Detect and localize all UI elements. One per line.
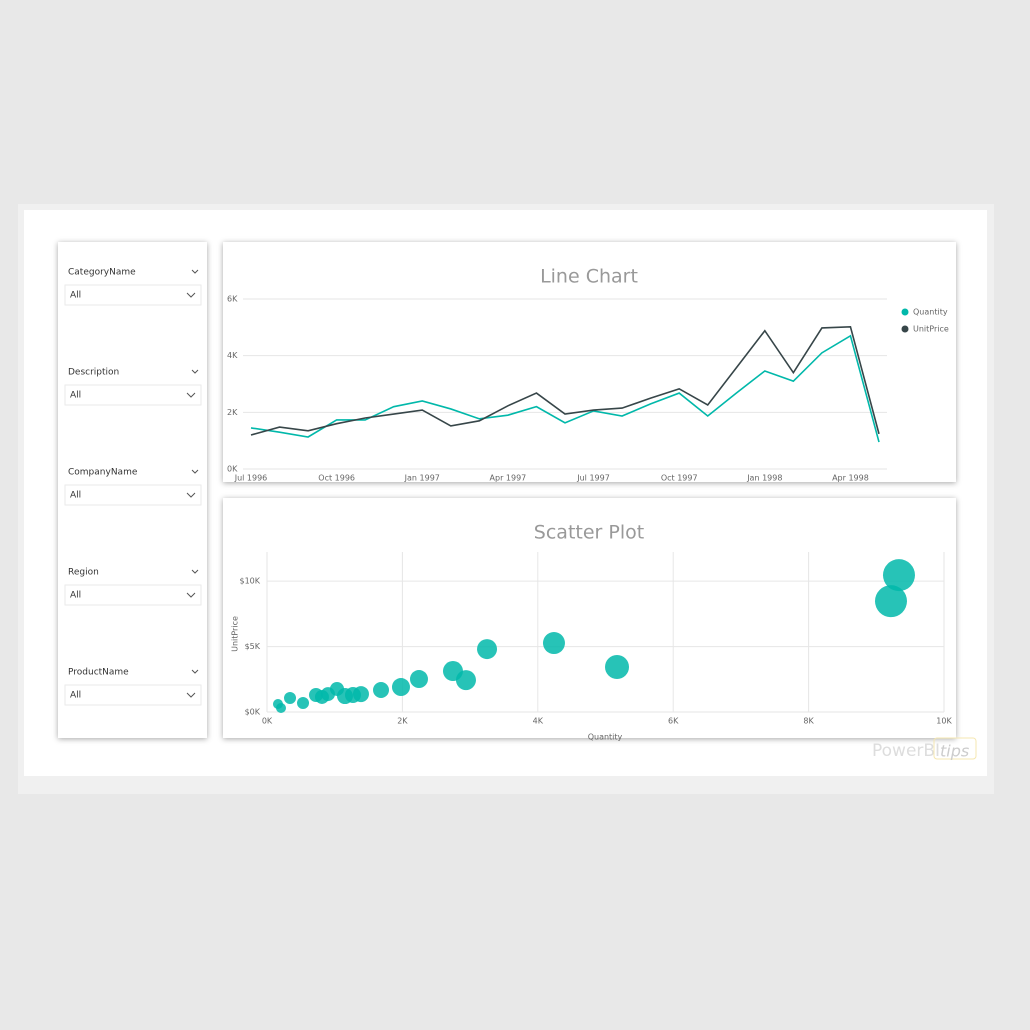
x-tick-label: Jan 1998 bbox=[746, 474, 782, 483]
chevron bbox=[191, 569, 199, 574]
chevron bbox=[186, 392, 196, 398]
bubble bbox=[874, 585, 907, 618]
x-tick-label: Oct 1996 bbox=[318, 474, 355, 483]
legend-label: UnitPrice bbox=[913, 325, 949, 334]
bubble bbox=[391, 678, 410, 697]
legend-marker bbox=[901, 325, 909, 333]
slicer-dropdown[interactable] bbox=[64, 484, 202, 506]
chevron bbox=[186, 592, 196, 598]
bubble bbox=[352, 686, 369, 703]
chevron bbox=[186, 292, 196, 298]
y-tick-label: $0K bbox=[245, 708, 261, 717]
x-tick-label: Apr 1998 bbox=[832, 474, 869, 483]
bubble bbox=[605, 654, 630, 679]
chevron bbox=[191, 369, 199, 374]
x-tick-label: 4K bbox=[533, 717, 544, 726]
y-tick-label: 2K bbox=[227, 408, 238, 417]
bubble bbox=[882, 559, 915, 592]
x-tick-label: 10K bbox=[936, 717, 952, 726]
legend-marker bbox=[901, 308, 909, 316]
slicer-selection: All bbox=[70, 491, 81, 501]
y-tick-label: 0K bbox=[227, 465, 238, 474]
x-tick-label: Jul 1996 bbox=[234, 474, 268, 483]
x-tick-label: 6K bbox=[668, 717, 679, 726]
x-axis-label: Quantity bbox=[588, 733, 623, 742]
bubble bbox=[409, 670, 428, 689]
bubble bbox=[276, 703, 287, 714]
legend-label: Quantity bbox=[913, 308, 948, 317]
bubble bbox=[373, 682, 390, 699]
watermark-brand: PowerBI bbox=[872, 741, 940, 761]
line-series bbox=[250, 325, 880, 436]
x-tick-label: Apr 1997 bbox=[490, 474, 527, 483]
slicer-dropdown[interactable] bbox=[64, 584, 202, 606]
slicer-selection: All bbox=[70, 391, 81, 401]
slicer-dropdown[interactable] bbox=[64, 384, 202, 406]
slicer-title: Region bbox=[68, 568, 99, 578]
slicer-title: CategoryName bbox=[68, 268, 136, 278]
bubble bbox=[455, 670, 476, 691]
slicer-title: ProductName bbox=[68, 668, 129, 678]
slicer[interactable]: CategoryName All bbox=[64, 268, 202, 306]
chart-title: Line Chart bbox=[540, 266, 638, 288]
bubble bbox=[284, 692, 297, 705]
slicer-dropdown[interactable] bbox=[64, 684, 202, 706]
y-tick-label: 6K bbox=[227, 295, 238, 304]
watermark-suffix: tips bbox=[940, 742, 969, 761]
bubble bbox=[542, 632, 565, 655]
x-tick-label: Jan 1997 bbox=[404, 474, 440, 483]
slicer-title: CompanyName bbox=[68, 468, 138, 478]
y-tick-label: $10K bbox=[239, 577, 260, 586]
chevron bbox=[186, 492, 196, 498]
chart-title: Scatter Plot bbox=[534, 522, 644, 544]
y-tick-label: 4K bbox=[227, 351, 238, 360]
y-tick-label: $5K bbox=[245, 642, 261, 651]
watermark-box bbox=[933, 737, 977, 760]
bubble bbox=[297, 696, 310, 709]
slicer[interactable]: CompanyName All bbox=[64, 468, 202, 506]
slicer-title: Description bbox=[68, 368, 119, 378]
x-tick-label: 8K bbox=[803, 717, 814, 726]
x-tick-label: Jul 1997 bbox=[576, 474, 610, 483]
slicer[interactable]: Region All bbox=[64, 568, 202, 606]
y-axis-label: UnitPrice bbox=[231, 616, 240, 652]
slicer[interactable]: ProductName All bbox=[64, 668, 202, 706]
slicer-dropdown[interactable] bbox=[64, 284, 202, 306]
slicer-selection: All bbox=[70, 591, 81, 601]
line-chart-card bbox=[223, 242, 956, 482]
bubble bbox=[477, 639, 498, 660]
chevron bbox=[191, 469, 199, 474]
chevron bbox=[191, 669, 199, 674]
chevron bbox=[191, 269, 199, 274]
chevron bbox=[186, 692, 196, 698]
x-tick-label: 0K bbox=[262, 717, 273, 726]
slicer[interactable]: Description All bbox=[64, 368, 202, 406]
x-tick-label: Oct 1997 bbox=[661, 474, 698, 483]
slicer-selection: All bbox=[70, 291, 81, 301]
x-tick-label: 2K bbox=[397, 717, 408, 726]
slicer-selection: All bbox=[70, 691, 81, 701]
